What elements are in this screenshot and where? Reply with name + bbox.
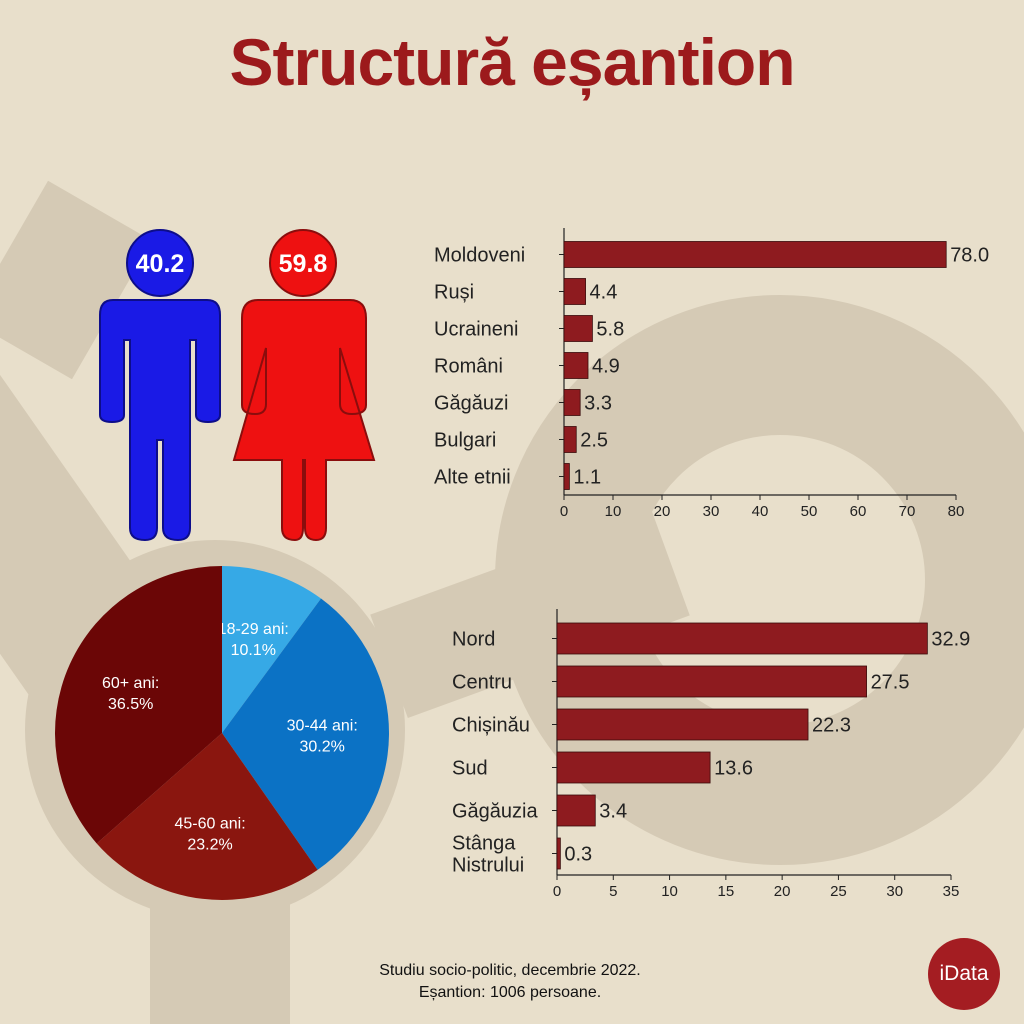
pie-slice-percent: 23.2% xyxy=(187,836,232,853)
female-head xyxy=(269,229,337,297)
x-tick-label: 40 xyxy=(752,503,769,520)
category-label: Români xyxy=(434,356,503,378)
pie-slice xyxy=(54,566,222,844)
idata-logo: iData xyxy=(928,938,1000,1010)
value-label: 3.4 xyxy=(599,801,627,823)
page-title: Structură eșantion xyxy=(229,25,795,99)
x-tick-label: 70 xyxy=(899,503,916,520)
category-label: Alte etnii xyxy=(434,467,511,489)
value-label: 78.0 xyxy=(950,245,989,267)
value-label: 1.1 xyxy=(573,467,601,489)
footer-line-2: Eșantion: 1006 persoane. xyxy=(418,984,602,1001)
value-label: 5.8 xyxy=(596,319,624,341)
bar xyxy=(556,794,596,827)
bar xyxy=(556,751,711,784)
value-label: 4.9 xyxy=(592,356,620,378)
footer-note: Studiu socio-politic, decembrie 2022. Eș… xyxy=(290,960,730,1004)
x-tick-label: 30 xyxy=(703,503,720,520)
male-body-icon xyxy=(99,299,221,542)
category-label: Nistrului xyxy=(452,855,524,877)
category-label: Ucraineni xyxy=(434,319,518,341)
category-label: Nord xyxy=(452,629,495,651)
category-label: Găgăuzia xyxy=(452,801,538,823)
category-label: Chișinău xyxy=(452,715,530,737)
value-label: 22.3 xyxy=(812,715,851,737)
female-body-icon xyxy=(232,299,376,542)
male-percent: 40.2 xyxy=(136,250,185,278)
male-figure: 40.2 xyxy=(99,229,221,542)
x-tick-label: 80 xyxy=(948,503,965,520)
x-tick-label: 0 xyxy=(553,883,561,900)
value-label: 0.3 xyxy=(564,844,592,866)
x-tick-label: 5 xyxy=(609,883,617,900)
bar xyxy=(556,837,561,870)
value-label: 4.4 xyxy=(590,282,618,304)
category-label: Sud xyxy=(452,758,488,780)
x-tick-label: 10 xyxy=(661,883,678,900)
value-label: 13.6 xyxy=(714,758,753,780)
x-tick-label: 35 xyxy=(943,883,960,900)
category-label: Centru xyxy=(452,672,512,694)
x-tick-label: 60 xyxy=(850,503,867,520)
x-tick-label: 0 xyxy=(560,503,568,520)
value-label: 2.5 xyxy=(580,430,608,452)
value-label: 3.3 xyxy=(584,393,612,415)
female-figure: 59.8 xyxy=(232,229,376,542)
pie-slice-label: 45-60 ani: xyxy=(174,815,245,832)
bar xyxy=(556,708,809,741)
category-label: Stânga xyxy=(452,833,516,855)
pie-slice xyxy=(222,566,322,733)
x-tick-label: 10 xyxy=(605,503,622,520)
x-tick-label: 20 xyxy=(774,883,791,900)
pie-slice-percent: 10.1% xyxy=(231,642,276,659)
footer-line-1: Studiu socio-politic, decembrie 2022. xyxy=(379,962,641,979)
pie-slice xyxy=(222,598,389,870)
x-tick-label: 25 xyxy=(830,883,847,900)
pie-slice-percent: 36.5% xyxy=(108,696,153,713)
pie-slice xyxy=(96,733,318,901)
female-percent: 59.8 xyxy=(279,250,328,278)
category-label: Moldoveni xyxy=(434,245,525,267)
x-tick-label: 20 xyxy=(654,503,671,520)
category-label: Bulgari xyxy=(434,430,496,452)
x-tick-label: 50 xyxy=(801,503,818,520)
bar xyxy=(556,665,867,698)
x-tick-label: 15 xyxy=(718,883,735,900)
pie-slice-label: 60+ ani: xyxy=(102,675,159,692)
x-tick-label: 30 xyxy=(886,883,903,900)
pie-slice-percent: 30.2% xyxy=(300,738,345,755)
male-head xyxy=(126,229,194,297)
bar xyxy=(556,622,928,655)
value-label: 27.5 xyxy=(871,672,910,694)
pie-slice-label: 18-29 ani: xyxy=(218,621,289,638)
category-label: Ruși xyxy=(434,282,474,304)
value-label: 32.9 xyxy=(931,629,970,651)
pie-slice-label: 30-44 ani: xyxy=(287,717,358,734)
category-label: Găgăuzi xyxy=(434,393,509,415)
